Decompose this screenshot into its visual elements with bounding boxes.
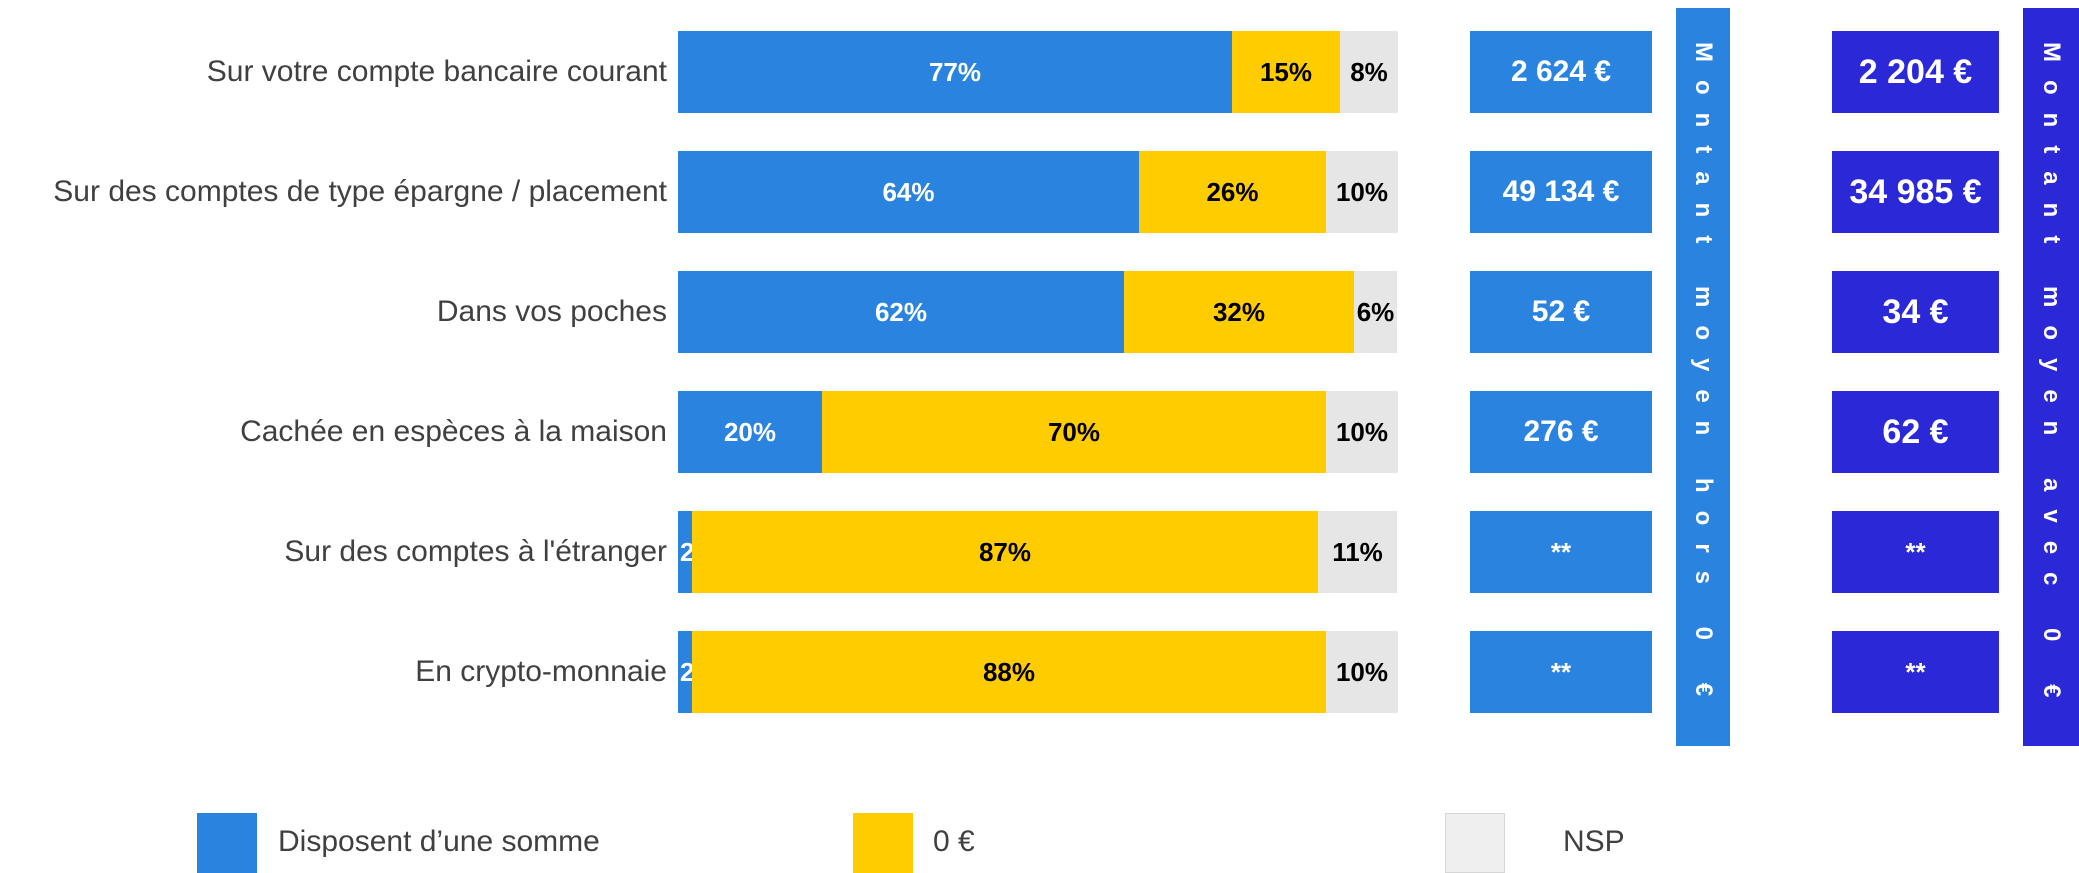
mean-amount-box: 34 €: [1832, 271, 1999, 353]
bar-segment: 10%: [1326, 151, 1398, 233]
mean-amount-box: 2 624 €: [1470, 31, 1652, 113]
mean-amount-box: 2 204 €: [1832, 31, 1999, 113]
bar-segment: 64%: [678, 151, 1139, 233]
mean-amount-box: 52 €: [1470, 271, 1652, 353]
mean-amount-box: 276 €: [1470, 391, 1652, 473]
bar-segment: 20%: [678, 391, 822, 473]
category-label: Cachée en espèces à la maison: [240, 415, 667, 448]
bar-segment: 8%: [1340, 31, 1398, 113]
legend-label: NSP: [1563, 825, 1625, 858]
column-header-text: Montant moyen avec 0 €: [2038, 42, 2065, 716]
mean-amount-box: **: [1470, 511, 1652, 593]
bar-segment: 32%: [1124, 271, 1354, 353]
legend-label: 0 €: [933, 825, 975, 858]
bar-segment: 10%: [1326, 391, 1398, 473]
bar-segment: 62%: [678, 271, 1124, 353]
bar-segment: 15%: [1232, 31, 1340, 113]
bar-segment: 6%: [1354, 271, 1397, 353]
mean-amount-box: **: [1470, 631, 1652, 713]
mean-amount-box: **: [1832, 511, 1999, 593]
mean-amount-box: 62 €: [1832, 391, 1999, 473]
mean-amount-box: 34 985 €: [1832, 151, 1999, 233]
column-header-banner: Montant moyen avec 0 €: [2023, 8, 2079, 746]
category-label: En crypto-monnaie: [415, 655, 667, 688]
bar-segment: 87%: [692, 511, 1318, 593]
legend-swatch: [853, 813, 913, 873]
bar-segment: 11%: [1318, 511, 1397, 593]
legend-swatch: [1445, 813, 1505, 873]
category-label: Sur votre compte bancaire courant: [206, 55, 667, 88]
category-label: Sur des comptes de type épargne / placem…: [53, 175, 667, 208]
bar-segment: 77%: [678, 31, 1232, 113]
bar-segment: 2%: [678, 511, 718, 593]
mean-amount-box: 49 134 €: [1470, 151, 1652, 233]
mean-amount-box: **: [1832, 631, 1999, 713]
bar-segment: 10%: [1326, 631, 1398, 713]
column-header-text: Montant moyen hors 0 €: [1690, 42, 1717, 715]
category-label: Sur des comptes à l'étranger: [284, 535, 667, 568]
bar-segment: 88%: [692, 631, 1326, 713]
category-label: Dans vos poches: [436, 295, 667, 328]
bar-segment: 26%: [1139, 151, 1326, 233]
bar-segment: 70%: [822, 391, 1326, 473]
legend-label: Disposent d’une somme: [278, 825, 600, 858]
column-header-banner: Montant moyen hors 0 €: [1676, 8, 1730, 746]
legend-swatch: [197, 813, 257, 873]
bar-segment: 2%: [678, 631, 718, 713]
